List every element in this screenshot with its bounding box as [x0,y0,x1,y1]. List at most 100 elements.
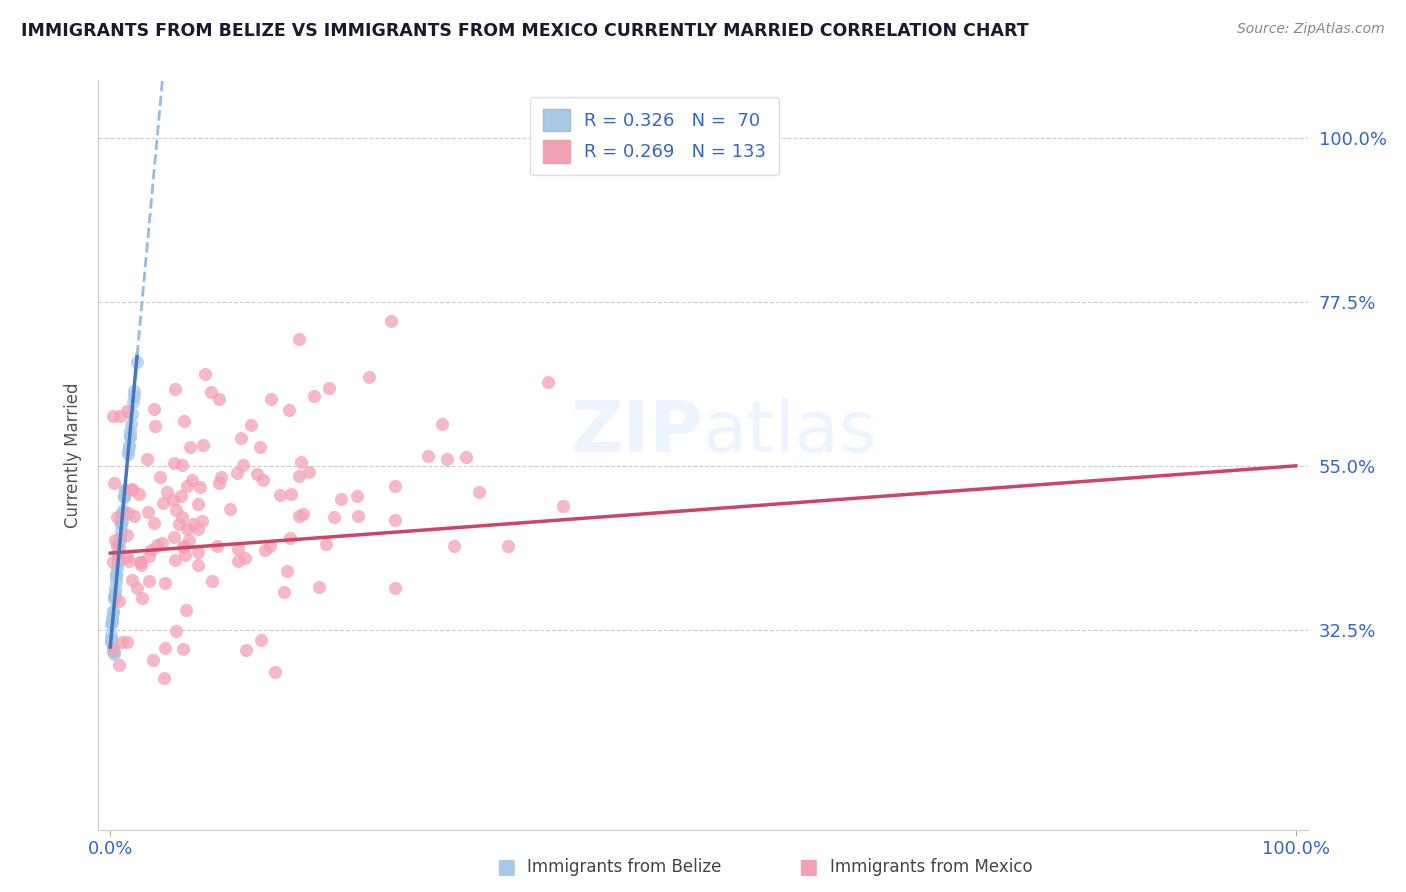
Point [269,487,291,501]
Point [288,468,311,483]
Point [273,585,295,599]
Point [278,531,301,545]
Point [357,370,380,384]
Point [315,537,337,551]
Point [107,544,129,558]
Point [105,566,128,581]
Point [253,543,276,558]
Point [100,634,122,648]
Point [187,497,209,511]
Text: Source: ZipAtlas.com: Source: ZipAtlas.com [1237,22,1385,37]
Point [263,665,285,680]
Point [205,540,228,554]
Point [208,476,231,491]
Point [127,582,149,596]
Point [145,538,167,552]
Point [101,612,124,626]
Point [250,632,273,647]
Point [117,506,139,520]
Y-axis label: Currently Married: Currently Married [63,382,82,528]
Point [110,516,132,531]
Point [122,395,145,409]
Point [551,499,574,513]
Point [138,549,160,564]
Point [430,417,453,432]
Text: Immigrants from Mexico: Immigrants from Mexico [830,858,1032,876]
Point [112,489,135,503]
Point [143,401,166,416]
Point [200,385,222,400]
Point [416,449,439,463]
Point [259,539,281,553]
Point [107,550,129,565]
Point [152,495,174,509]
Point [122,389,145,403]
Point [101,611,124,625]
Point [108,539,131,553]
Text: ■: ■ [799,857,818,877]
Point [468,485,491,500]
Point [107,550,129,565]
Point [304,389,326,403]
Point [173,414,195,428]
Point [118,554,141,568]
Point [103,643,125,657]
Point [187,544,209,558]
Point [101,605,124,619]
Point [100,633,122,648]
Point [131,555,153,569]
Point [174,603,197,617]
Point [100,617,122,632]
Point [209,470,232,484]
Point [124,384,146,398]
Point [153,576,176,591]
Point [181,473,204,487]
Point [181,516,204,531]
Point [128,487,150,501]
Point [111,508,134,522]
Point [163,553,186,567]
Point [101,555,124,569]
Point [288,332,311,346]
Point [249,440,271,454]
Point [187,558,209,573]
Point [139,542,162,557]
Point [346,489,368,503]
Point [114,483,136,497]
Point [298,465,321,479]
Point [108,658,131,673]
Point [114,483,136,497]
Text: ZIP: ZIP [571,398,703,467]
Point [496,539,519,553]
Point [118,439,141,453]
Point [318,381,340,395]
Point [105,568,128,582]
Point [153,672,176,686]
Point [100,632,122,646]
Point [167,516,190,531]
Point [235,643,257,657]
Text: IMMIGRANTS FROM BELIZE VS IMMIGRANTS FROM MEXICO CURRENTLY MARRIED CORRELATION C: IMMIGRANTS FROM BELIZE VS IMMIGRANTS FRO… [21,22,1029,40]
Point [105,539,128,553]
Point [165,382,187,396]
Point [226,541,249,556]
Point [252,473,274,487]
Point [191,438,214,452]
Point [191,515,214,529]
Point [120,417,142,431]
Point [136,452,159,467]
Point [111,507,134,521]
Point [103,645,125,659]
Point [107,546,129,560]
Point [143,516,166,531]
Point [218,501,240,516]
Point [100,615,122,629]
Point [454,450,477,464]
Point [436,451,458,466]
Point [380,314,402,328]
Point [142,653,165,667]
Point [280,487,302,501]
Point [117,447,139,461]
Point [103,586,125,600]
Point [112,489,135,503]
